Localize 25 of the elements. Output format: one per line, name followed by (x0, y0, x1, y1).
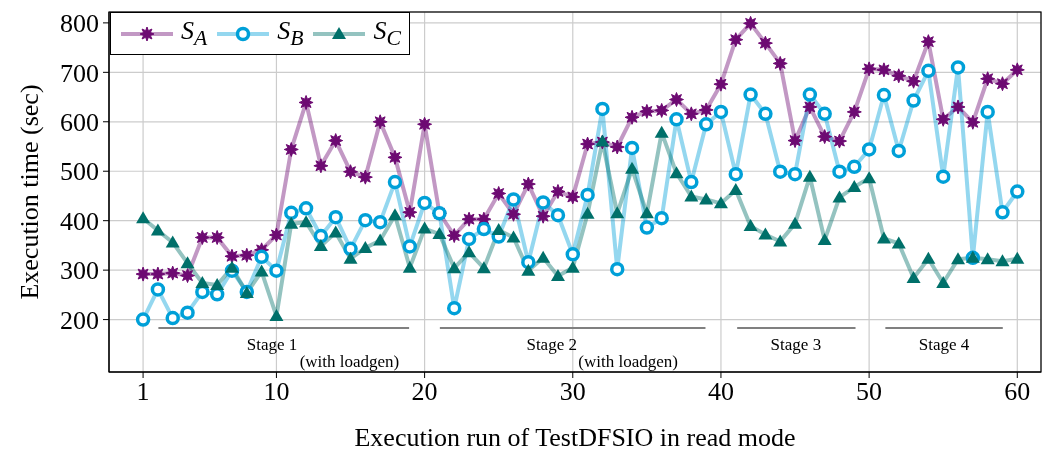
y-tick-label: 700 (60, 58, 99, 88)
annotation: Stage 2 (526, 335, 577, 354)
x-tick-label: 60 (1004, 377, 1031, 407)
legend-label: S$_{A}$ (181, 16, 208, 52)
annotation: Stage 4 (918, 335, 970, 354)
y-tick-label: 300 (60, 256, 99, 286)
annotation: Stage 3 (770, 335, 822, 354)
x-tick-label: 50 (856, 377, 883, 407)
x-tick-label: 10 (263, 377, 290, 407)
y-axis-title: Execution time (sec) (14, 84, 44, 300)
x-tick-label: 30 (559, 377, 586, 407)
legend-label: S$_{C}$ (373, 16, 401, 52)
legend-label: S$_{B}$ (277, 16, 304, 52)
y-tick-label: 800 (60, 9, 99, 39)
y-tick-label: 500 (60, 157, 99, 187)
annotation: (with loadgen) (578, 352, 678, 371)
annotation: Stage 1 (246, 335, 298, 354)
x-axis-title: Execution run of TestDFSIO in read mode (354, 423, 796, 452)
y-tick-label: 400 (60, 206, 99, 236)
y-tick-label: 600 (60, 108, 99, 138)
x-tick-label: 40 (707, 377, 734, 407)
annotation: (with loadgen) (299, 352, 400, 371)
x-tick-label: 1 (136, 377, 150, 407)
x-tick-label: 20 (411, 377, 438, 407)
y-tick-label: 200 (60, 305, 99, 335)
